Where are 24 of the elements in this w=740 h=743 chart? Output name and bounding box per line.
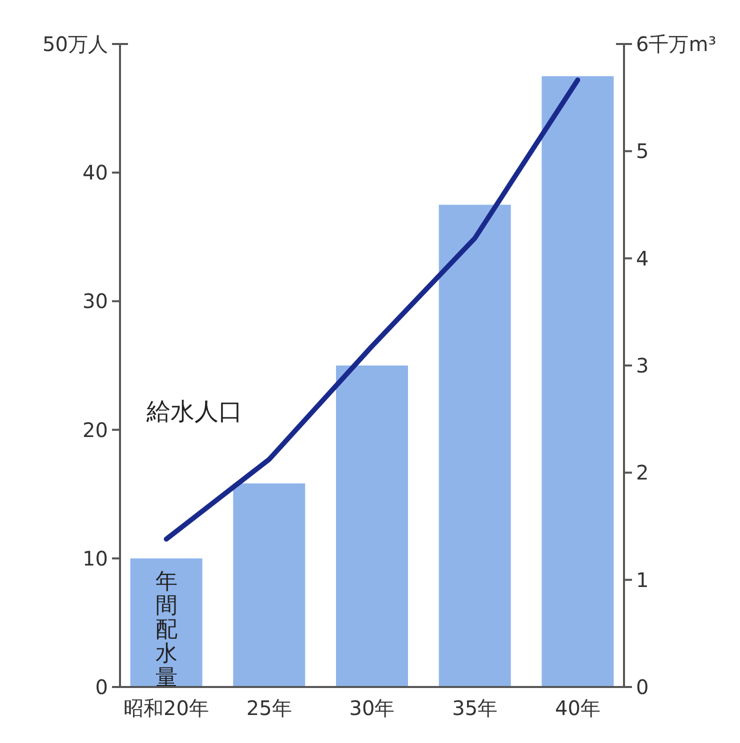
x-tick-label: 40年 [554, 696, 600, 720]
series-label: 給水人口 [145, 397, 242, 426]
y-tick-label: 40 [82, 160, 108, 185]
y2-tick-label: 2 [636, 460, 649, 485]
x-tick-label: 35年 [452, 696, 498, 720]
y2-tick-label: 6千万m³ [636, 32, 716, 56]
bar [542, 76, 614, 687]
bar [233, 483, 306, 687]
x-tick-label: 30年 [349, 696, 395, 720]
x-tick-label: 25年 [246, 696, 292, 720]
y2-tick-label: 5 [636, 139, 649, 164]
y-tick-label: 50万人 [42, 32, 108, 56]
y2-tick-label: 3 [636, 354, 649, 378]
y-tick-label: 30 [82, 289, 108, 314]
y-tick-label: 20 [82, 418, 108, 442]
y2-tick-label: 4 [636, 246, 649, 270]
y2-tick-label: 1 [636, 568, 649, 592]
y-tick-label: 0 [95, 675, 108, 699]
y-tick-label: 10 [82, 546, 108, 570]
bar [438, 204, 511, 687]
y2-tick-label: 0 [636, 675, 649, 699]
x-tick-label: 昭和20年 [124, 696, 210, 720]
series-label: 年間配水量 [155, 569, 178, 690]
bar [336, 366, 408, 687]
